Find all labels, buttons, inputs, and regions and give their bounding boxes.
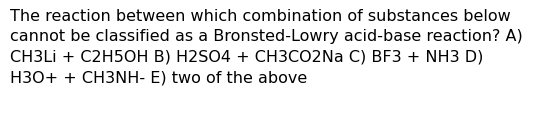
Text: The reaction between which combination of substances below
cannot be classified : The reaction between which combination o… — [10, 9, 523, 85]
